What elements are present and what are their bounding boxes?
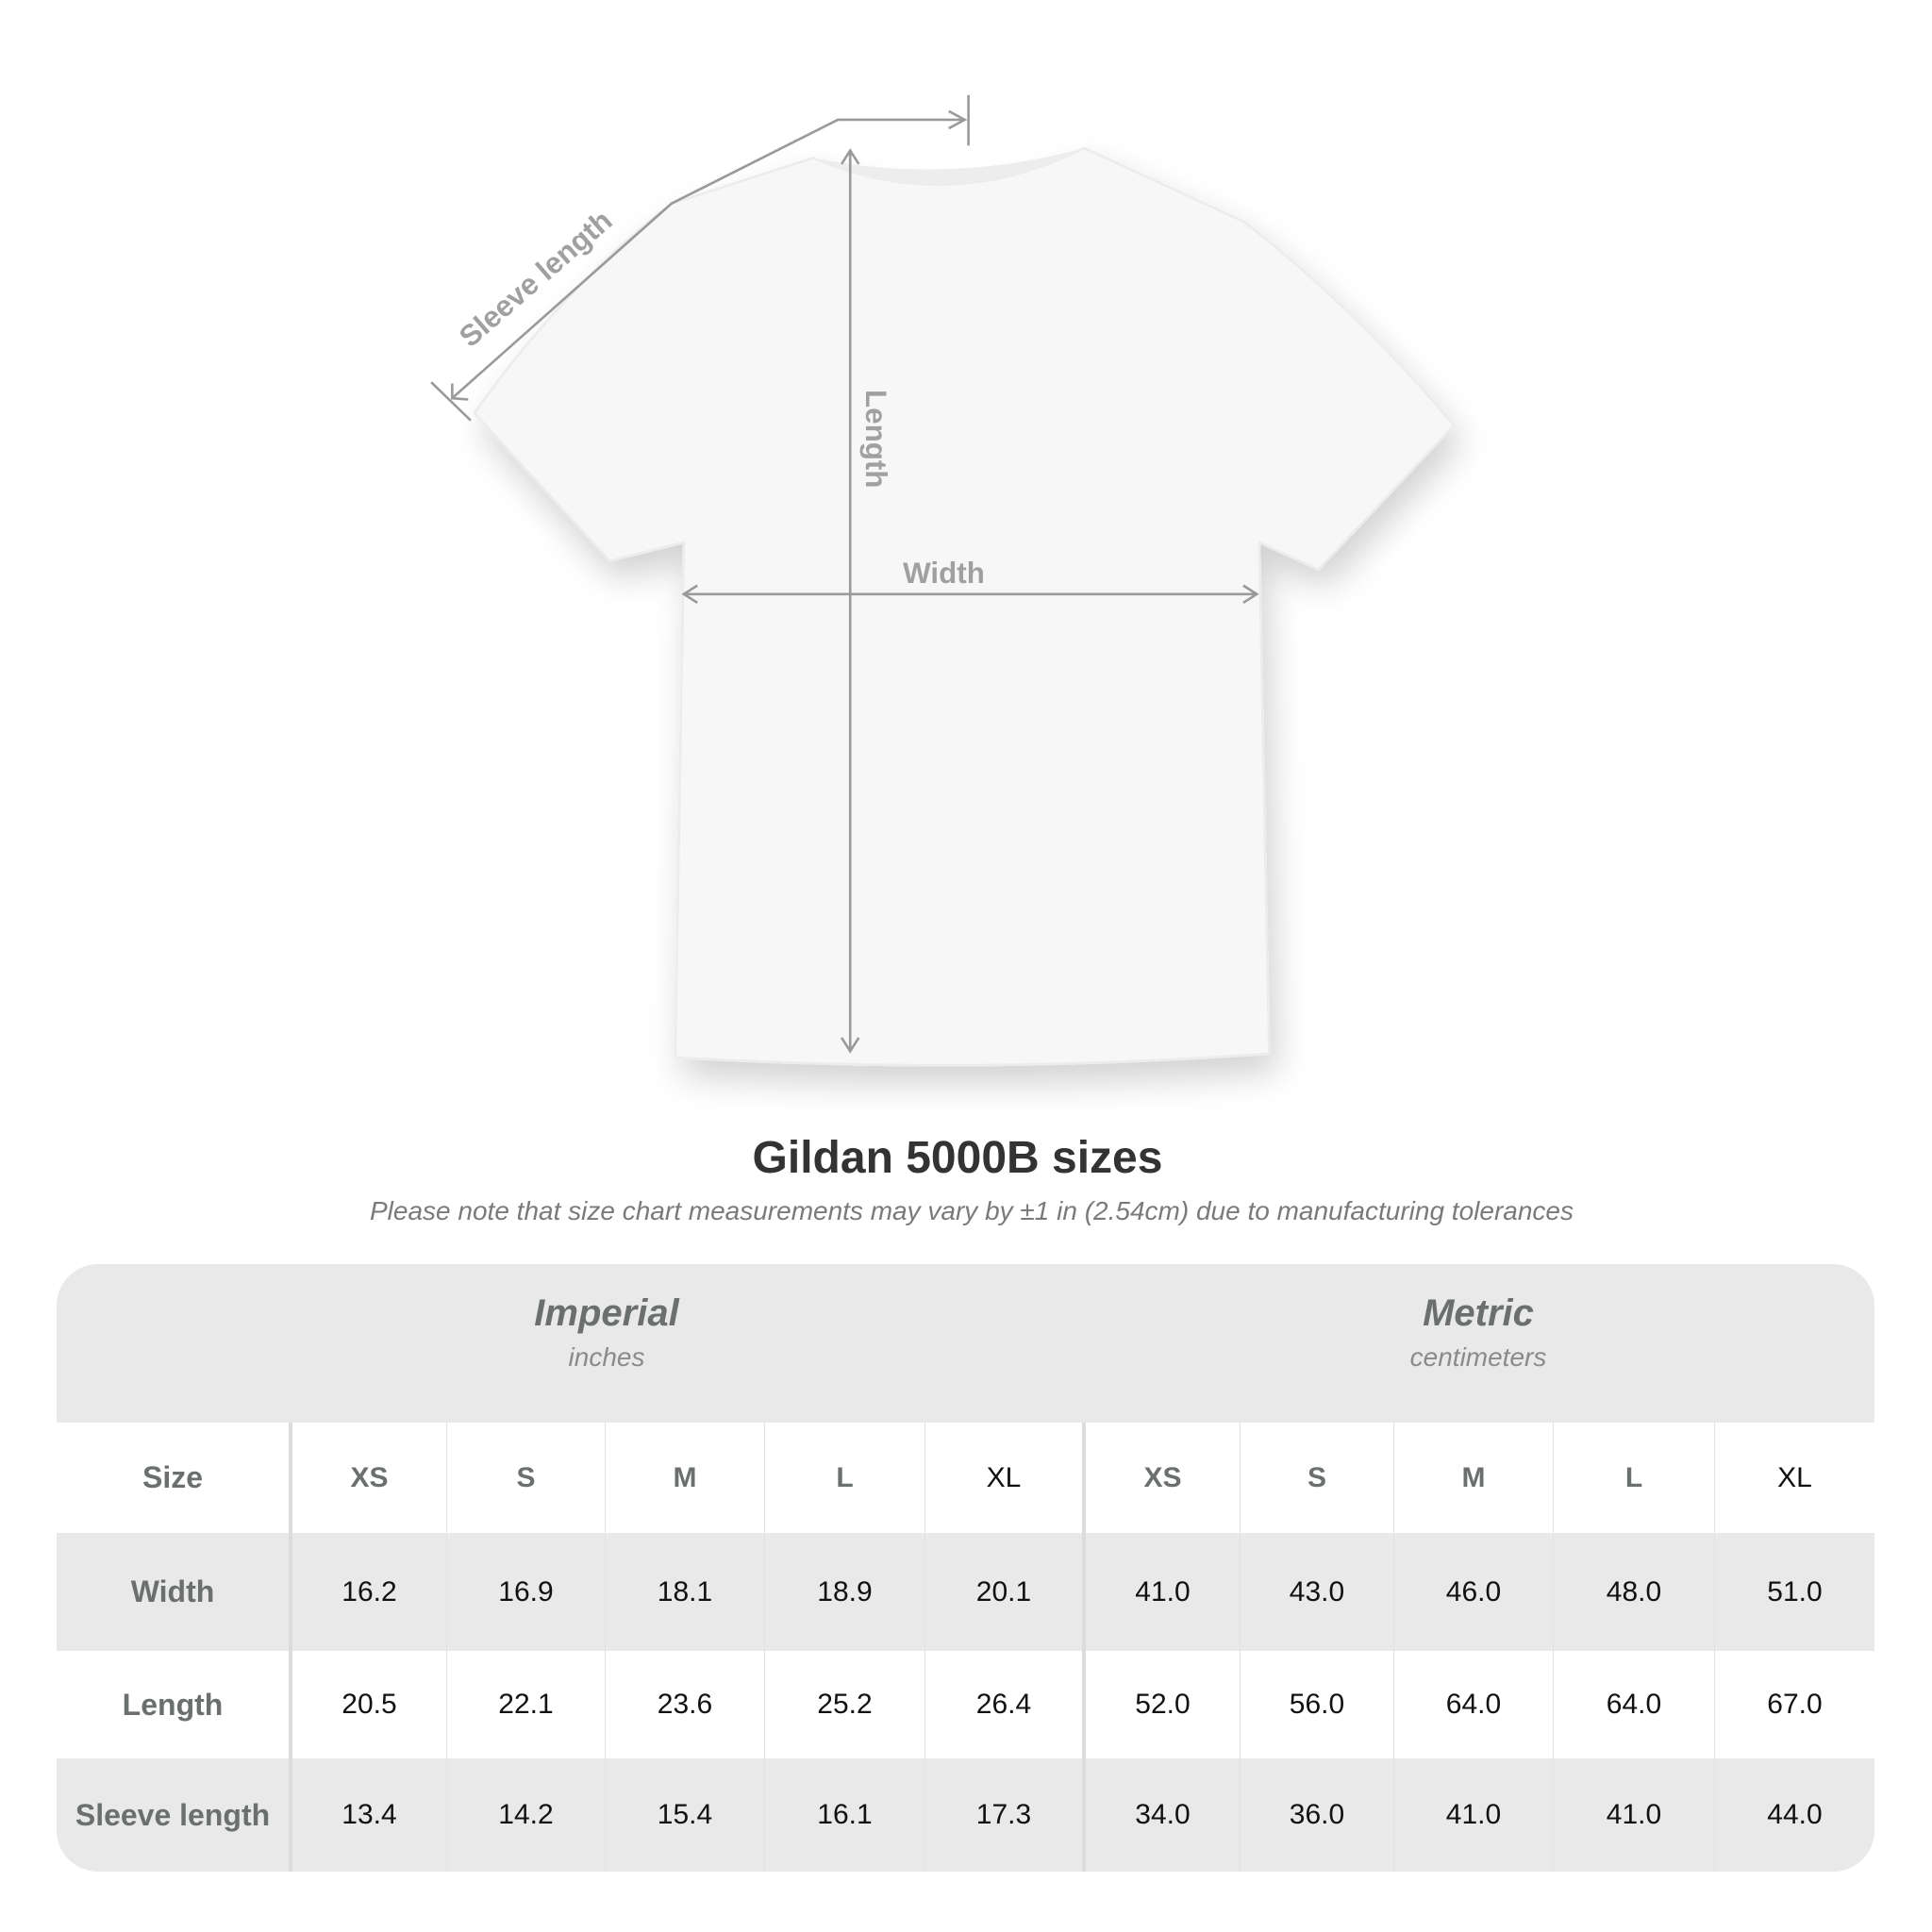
table-cell: 18.1: [605, 1533, 764, 1651]
table-cell: 51.0: [1714, 1533, 1874, 1651]
table-cell: 56.0: [1240, 1651, 1393, 1758]
size-header-cell: S: [1240, 1423, 1393, 1533]
size-header-cell: M: [1393, 1423, 1553, 1533]
table-row: Width 16.2 16.9 18.1 18.9 20.1 41.0 43.0 46.0 48.…: [57, 1533, 1874, 1651]
size-header-cell: L: [1553, 1423, 1714, 1533]
table-cell: 41.0: [1082, 1533, 1240, 1651]
table-cell: 64.0: [1553, 1651, 1714, 1758]
size-header-cell: S: [446, 1423, 605, 1533]
size-header-cell: L: [764, 1423, 924, 1533]
size-table: Imperial inches Metric centimeters Size X…: [57, 1264, 1874, 1872]
tshirt-shape: [473, 146, 1456, 1067]
table-cell: 18.9: [764, 1533, 924, 1651]
size-header-cell: M: [605, 1423, 764, 1533]
table-cell: 13.4: [289, 1758, 446, 1872]
table-cell: 46.0: [1393, 1533, 1553, 1651]
group-unit: centimeters: [1409, 1342, 1547, 1372]
table-row: Sleeve length 13.4 14.2 15.4 16.1 17.3 34.0 36.…: [57, 1758, 1874, 1872]
table-cell: 52.0: [1082, 1651, 1240, 1758]
size-header-cell: XL: [1714, 1423, 1874, 1533]
group-name: Imperial: [534, 1292, 679, 1334]
table-cell: 41.0: [1553, 1758, 1714, 1872]
table-cell: 15.4: [605, 1758, 764, 1872]
tolerance-note: Please note that size chart measurements…: [370, 1196, 1574, 1225]
width-label: Width: [903, 557, 985, 590]
table-cell: 23.6: [605, 1651, 764, 1758]
table-cell: 44.0: [1714, 1758, 1874, 1872]
table-cell: 20.5: [289, 1651, 446, 1758]
size-header-cell: XS: [1082, 1423, 1240, 1533]
measurement-lines: [430, 94, 1259, 1054]
table-cell: 67.0: [1714, 1651, 1874, 1758]
table-cell: 20.1: [924, 1533, 1082, 1651]
table-cell: 48.0: [1553, 1533, 1714, 1651]
table-cell: 16.2: [289, 1533, 446, 1651]
tshirt-diagram: Sleeve length Length Width: [430, 94, 1456, 1067]
row-label: Width: [130, 1574, 215, 1608]
table-cell: 25.2: [764, 1651, 924, 1758]
size-header-cell: XS: [289, 1423, 446, 1533]
table-cell: 17.3: [924, 1758, 1082, 1872]
group-unit: inches: [568, 1342, 645, 1372]
page-title: Gildan 5000B sizes: [752, 1133, 1163, 1183]
size-header-row: Size XS S M L XL XS S M L XL: [57, 1423, 1874, 1533]
group-name: Metric: [1423, 1292, 1534, 1334]
metric-group-header: Metric centimeters: [1082, 1264, 1874, 1423]
row-label: Length: [122, 1687, 224, 1722]
table-cell: 36.0: [1240, 1758, 1393, 1872]
row-label: Size: [142, 1460, 204, 1494]
length-label: Length: [859, 390, 892, 488]
table-cell: 26.4: [924, 1651, 1082, 1758]
table-cell: 64.0: [1393, 1651, 1553, 1758]
table-cell: 22.1: [446, 1651, 605, 1758]
size-header-cell: XL: [924, 1423, 1082, 1533]
imperial-group-header: Imperial inches: [289, 1264, 924, 1423]
row-label: Sleeve length: [75, 1797, 271, 1832]
table-cell: 16.9: [446, 1533, 605, 1651]
table-row: Length 20.5 22.1 23.6 25.2 26.4 52.0 56.0 64.0 64…: [57, 1651, 1874, 1758]
table-cell: 34.0: [1082, 1758, 1240, 1872]
table-cell: 16.1: [764, 1758, 924, 1872]
table-cell: 14.2: [446, 1758, 605, 1872]
table-cell: 43.0: [1240, 1533, 1393, 1651]
table-cell: 41.0: [1393, 1758, 1553, 1872]
